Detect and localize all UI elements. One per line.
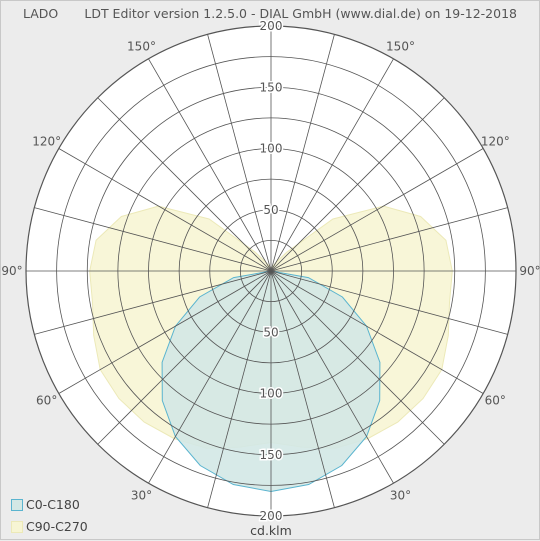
angle-label-left-120: 120° <box>32 135 61 149</box>
angle-label-right-120: 120° <box>481 135 510 149</box>
radial-tick-label-top-200: 200 <box>260 19 283 33</box>
grid-spoke-300 <box>58 270 272 394</box>
grid-spoke-315 <box>97 270 272 445</box>
grid-spoke-240 <box>58 148 272 272</box>
grid-spoke-60 <box>270 270 484 394</box>
grid-spoke-15 <box>270 270 335 508</box>
grid-spoke-150 <box>270 58 394 272</box>
angle-label-left-90: 90° <box>1 264 22 278</box>
radial-tick-label-top-100: 100 <box>260 142 283 156</box>
radial-tick-label-bottom-100: 100 <box>260 387 283 401</box>
legend-item-c0-c180: C0-C180 <box>11 497 80 512</box>
unit-label: cd.klm <box>250 523 292 538</box>
editor-info: LDT Editor version 1.2.5.0 - DIAL GmbH (… <box>84 6 517 21</box>
grid-spoke-330 <box>148 270 272 484</box>
luminaire-name: LADO <box>23 6 59 21</box>
legend-item-c90-c270: C90-C270 <box>11 519 88 534</box>
angle-label-right-60: 60° <box>485 394 506 408</box>
radial-tick-label-bottom-150: 150 <box>260 448 283 462</box>
grid-spoke-105 <box>270 207 508 272</box>
grid-spoke-195 <box>207 34 272 272</box>
legend-swatch-c90-c270 <box>11 520 23 533</box>
grid-spoke-135 <box>270 97 445 272</box>
radial-tick-label-bottom-50: 50 <box>263 325 278 339</box>
grid-spoke-30 <box>270 270 394 484</box>
angle-label-left-150: 150° <box>127 40 156 54</box>
grid-spoke-210 <box>148 58 272 272</box>
grid-spoke-345 <box>207 270 272 508</box>
angle-label-right-90: 90° <box>519 264 540 278</box>
radial-tick-label-top-150: 150 <box>260 80 283 94</box>
legend-label-c0-c180: C0-C180 <box>26 497 80 512</box>
legend-swatch-c0-c180 <box>11 498 23 511</box>
angle-label-right-30: 30° <box>390 488 411 502</box>
radial-tick-label-top-50: 50 <box>263 203 278 217</box>
grid-spoke-285 <box>34 270 272 335</box>
grid-spoke-120 <box>270 148 484 272</box>
grid-spoke-75 <box>270 270 508 335</box>
grid-spoke-165 <box>270 34 335 272</box>
radial-tick-label-bottom-200: 200 <box>260 509 283 523</box>
angle-label-left-30: 30° <box>131 488 152 502</box>
grid-spoke-45 <box>270 270 445 445</box>
legend-label-c90-c270: C90-C270 <box>26 519 88 534</box>
grid-spoke-225 <box>97 97 272 272</box>
grid-spoke-255 <box>34 207 272 272</box>
angle-label-right-150: 150° <box>386 40 415 54</box>
angle-label-left-60: 60° <box>36 394 57 408</box>
